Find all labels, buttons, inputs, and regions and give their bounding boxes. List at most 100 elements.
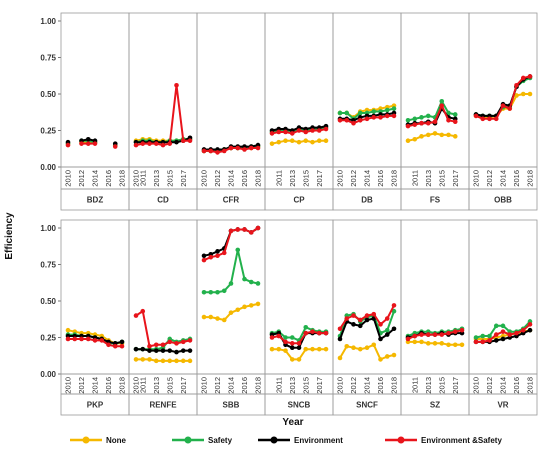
x-tick-label: 2010 — [200, 170, 209, 187]
x-tick-label: 2016 — [104, 170, 113, 187]
data-point — [351, 322, 356, 327]
x-tick-label: 2011 — [274, 377, 283, 393]
data-point — [255, 281, 261, 286]
series-environment-safety — [337, 113, 397, 126]
data-point — [357, 323, 363, 329]
data-point — [419, 332, 424, 337]
legend-item-environment: Environment — [258, 436, 343, 445]
x-tick-label: 2010 — [132, 170, 141, 187]
data-point — [480, 333, 486, 339]
plot-frame — [400, 12, 470, 168]
data-point — [425, 132, 431, 138]
x-tick-label: 2011 — [410, 377, 419, 393]
x-tick-label: 2012 — [77, 170, 86, 187]
data-point — [446, 342, 451, 348]
data-point — [221, 317, 227, 323]
data-point — [337, 355, 343, 361]
data-point — [215, 289, 220, 295]
data-point — [303, 330, 309, 336]
data-point — [493, 323, 499, 329]
panel-label-db: DB — [361, 196, 373, 205]
series-none — [269, 138, 329, 146]
panel-label-sncf: SNCF — [356, 401, 378, 410]
panel-cfr: CFR 2010 2012 2014 2016 2018 — [196, 12, 266, 211]
data-point — [79, 141, 84, 146]
data-point — [419, 339, 424, 345]
data-point — [242, 276, 247, 282]
data-point — [147, 343, 152, 349]
legend-swatch-dot — [397, 436, 405, 444]
legend-item-environment-safety: Environment &Safety — [385, 436, 502, 445]
data-point — [174, 341, 179, 346]
data-point — [391, 106, 397, 111]
x-tick-label: 2013 — [288, 377, 297, 394]
data-point — [493, 332, 499, 337]
panels-layer: 0.00 0.25 0.50 0.75 1.00 BDZ 2010 2012 2014 2016 2… — [40, 12, 538, 416]
data-point — [235, 227, 241, 232]
series-safety — [201, 247, 261, 295]
x-tick-label: 2011 — [138, 377, 147, 393]
data-point — [215, 150, 220, 155]
data-point — [493, 338, 499, 343]
data-point — [384, 327, 390, 333]
data-point — [187, 348, 193, 353]
data-point — [208, 254, 214, 260]
data-point — [452, 119, 458, 125]
data-point — [153, 348, 159, 353]
data-point — [452, 134, 458, 139]
panel-label-renfe: RENFE — [149, 401, 177, 410]
data-point — [432, 332, 438, 337]
data-point — [432, 131, 438, 136]
x-tick-label: 2013 — [424, 377, 433, 394]
data-point — [473, 339, 479, 345]
x-tick-label: 2012 — [213, 170, 222, 187]
x-tick-label: 2014 — [91, 377, 100, 394]
data-point — [255, 145, 261, 151]
data-point — [487, 116, 492, 122]
series-environment-safety — [133, 308, 193, 349]
x-tick-label: 2011 — [274, 170, 283, 186]
data-point — [514, 93, 519, 98]
x-tick-label: 2014 — [363, 377, 372, 394]
x-tick-label: 2016 — [104, 377, 113, 394]
panel-row-1: 0.00 0.25 0.50 0.75 1.00 BDZ 2010 2012 2014 2016 2… — [40, 12, 538, 211]
data-point — [419, 134, 424, 139]
data-point — [439, 332, 445, 337]
x-tick-label: 2014 — [363, 170, 372, 187]
data-point — [153, 141, 159, 146]
data-point — [112, 144, 118, 149]
data-point — [119, 343, 125, 349]
data-point — [160, 358, 166, 364]
data-point — [133, 313, 139, 318]
y-tick-label: 0.25 — [40, 127, 56, 136]
data-point — [500, 323, 506, 329]
data-point — [316, 330, 322, 336]
data-point — [500, 329, 506, 334]
x-tick-label: 2013 — [152, 170, 161, 187]
x-tick-label: 2013 — [424, 170, 433, 187]
data-point — [235, 307, 241, 313]
data-point — [65, 327, 71, 333]
data-point — [412, 136, 418, 142]
data-point — [180, 348, 186, 353]
data-point — [412, 122, 418, 127]
data-point — [92, 141, 98, 146]
data-point — [405, 123, 411, 129]
data-point — [201, 148, 207, 154]
data-point — [493, 116, 499, 122]
data-point — [323, 346, 329, 352]
x-tick-label: 2018 — [390, 377, 399, 394]
data-point — [79, 336, 84, 342]
series-safety — [405, 99, 458, 123]
data-point — [208, 148, 214, 154]
data-point — [248, 230, 254, 235]
data-point — [344, 316, 350, 321]
series-none — [201, 301, 261, 323]
data-point — [337, 117, 343, 123]
data-point — [289, 341, 295, 346]
x-tick-label: 2010 — [336, 170, 345, 187]
data-point — [289, 131, 295, 136]
x-tick-label: 2018 — [526, 377, 535, 394]
x-tick-label: 2014 — [499, 170, 508, 187]
